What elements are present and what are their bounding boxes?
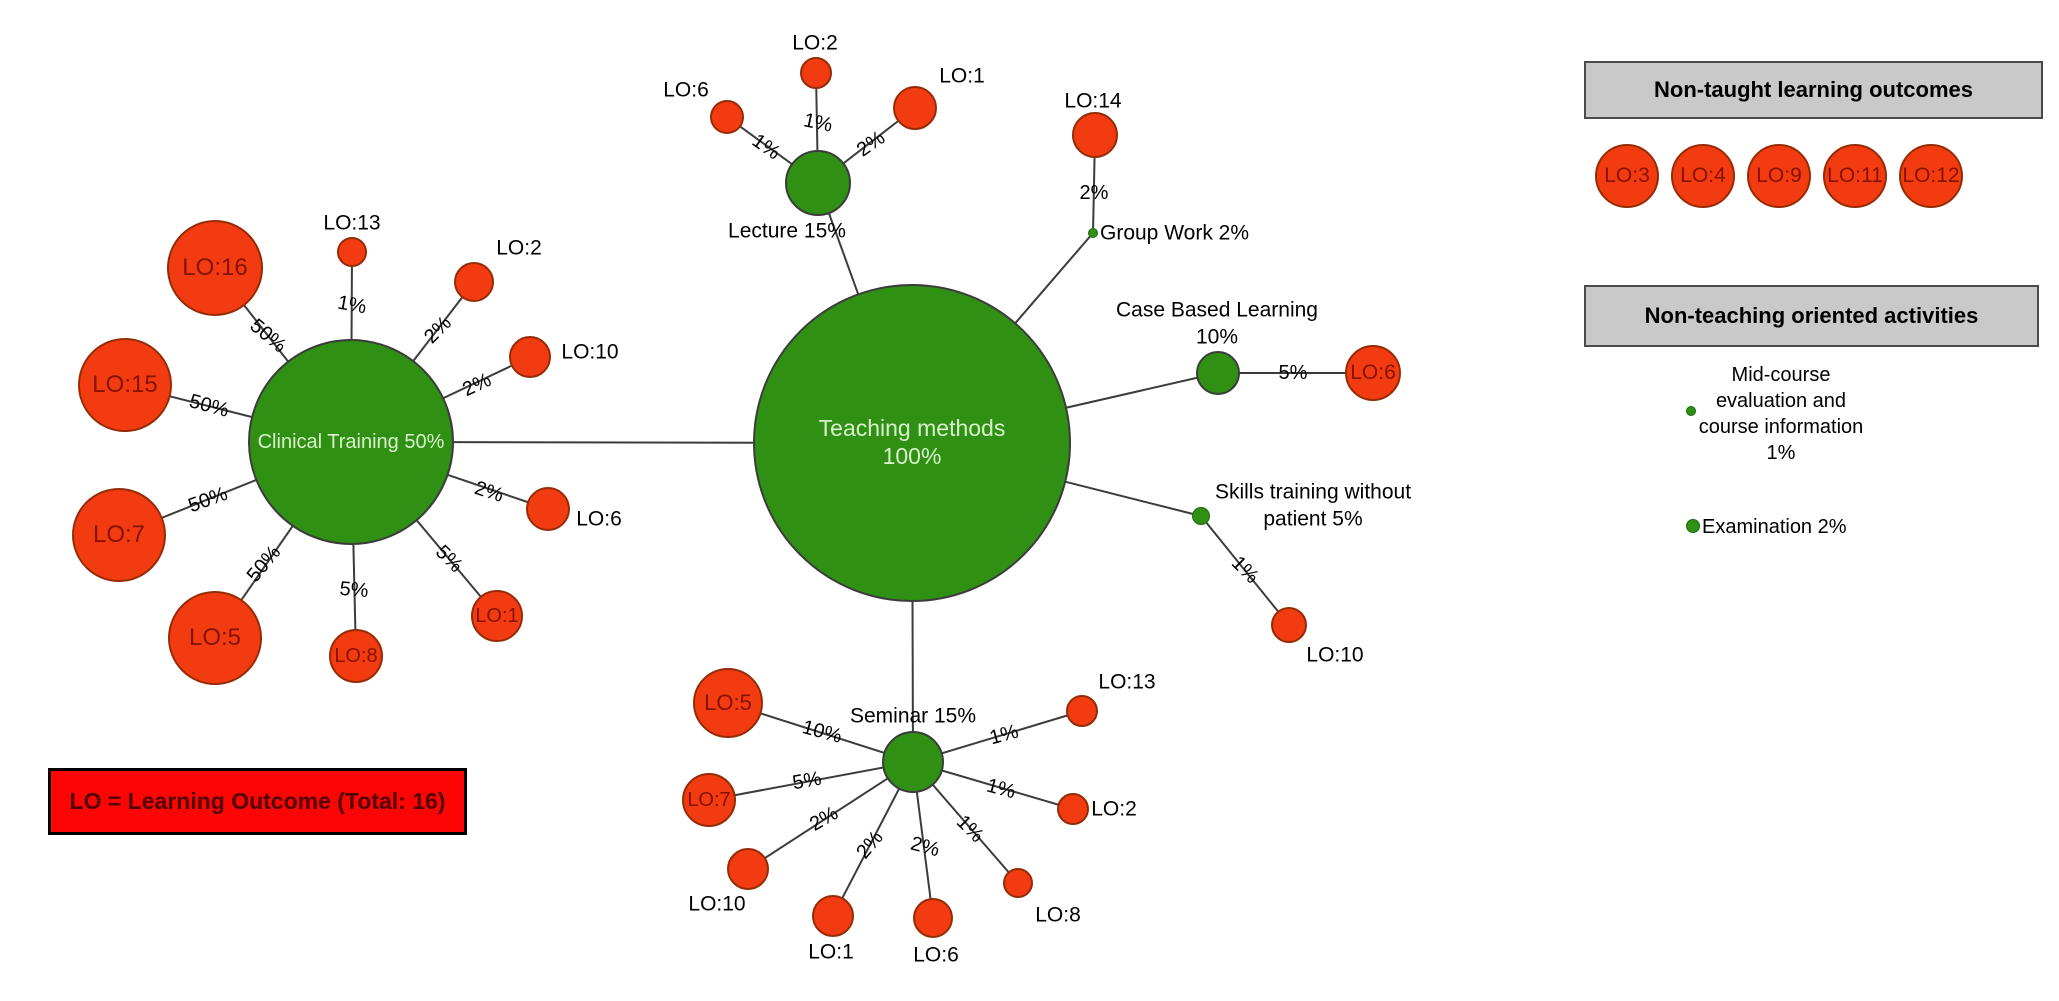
lo5-seminar-circle: LO:5 [693,668,763,738]
lo1-lecture-label: LO:1 [939,64,985,88]
lo2-seminar-circle [1057,793,1089,825]
lo2-lecture-circle [800,57,832,89]
lo7-seminar-pct: 5% [790,767,824,795]
lo5-clinical-inner-label: LO:5 [188,623,242,651]
legend-box: LO = Learning Outcome (Total: 16) [48,768,467,835]
case-based-learning-label: Case Based Learning 10% [1116,298,1318,349]
edge-skills-training-dot--lo10-skills [1200,515,1290,626]
lo3-nontaught-circle: LO:3 [1595,144,1659,208]
lo10-skills-circle [1271,607,1307,643]
midcourse-dot-circle [1686,406,1696,416]
lo11-nontaught-inner-label: LO:11 [1827,164,1883,188]
lo2-clinical-circle [454,262,494,302]
group-work-dot-circle [1088,228,1098,238]
skills-training-dot-circle [1192,507,1210,525]
lo14-groupwork-label: LO:14 [1064,89,1122,113]
lo14-groupwork-circle [1072,112,1118,158]
lo10-skills-label: LO:10 [1306,643,1364,667]
lo5-clinical-circle: LO:5 [168,591,262,685]
clinical-training-inner-label: Clinical Training 50% [257,431,445,453]
lo3-nontaught-inner-label: LO:3 [1604,164,1650,188]
lo13-seminar-circle [1066,695,1098,727]
teaching-methods-inner-label: Teaching methods 100% [818,415,1006,469]
lo7-clinical-inner-label: LO:7 [92,520,146,548]
case-based-learning-circle [1196,351,1240,395]
midcourse-label: Mid-course evaluation and course informa… [1698,364,1864,464]
lo6-lecture-label: LO:6 [663,78,709,102]
lo8-clinical-inner-label: LO:8 [334,645,378,667]
non-teaching-header: Non-teaching oriented activities [1584,285,2039,347]
lo6-cbl-pct: 5% [1278,362,1308,384]
lo7-seminar-inner-label: LO:7 [687,789,731,811]
lo16-clinical-inner-label: LO:16 [182,253,248,281]
lecture-label: Lecture 15% [728,219,846,243]
lo6-clinical-label: LO:6 [576,507,622,531]
lo15-clinical-inner-label: LO:15 [92,370,158,398]
lo9-nontaught-inner-label: LO:9 [1756,164,1802,188]
lo7-clinical-circle: LO:7 [72,488,166,582]
examination-label: Examination 2% [1702,516,1847,538]
lo10-seminar-label: LO:10 [688,892,746,916]
lo1-seminar-circle [812,895,854,937]
lo9-nontaught-circle: LO:9 [1747,144,1811,208]
lo8-clinical-pct: 5% [338,577,370,603]
lo2-lecture-label: LO:2 [792,31,838,55]
legend-text: LO = Learning Outcome (Total: 16) [69,788,446,814]
non-teaching-header-text: Non-teaching oriented activities [1644,303,1979,328]
lo2-seminar-label: LO:2 [1091,797,1137,821]
lo1-clinical-circle: LO:1 [471,590,523,642]
lo10-clinical-circle [509,336,551,378]
edge-seminar--lo10-seminar [747,761,914,870]
lo14-groupwork-pct: 2% [1079,182,1109,204]
lo8-seminar-label: LO:8 [1035,903,1081,927]
lo1-lecture-circle [893,86,937,130]
lo13-clinical-label: LO:13 [323,211,381,235]
examination-dot-circle [1686,519,1700,533]
non-taught-header-text: Non-taught learning outcomes [1654,77,1973,102]
lo1-seminar-label: LO:1 [808,940,854,964]
lo4-nontaught-inner-label: LO:4 [1680,164,1726,188]
lo12-nontaught-circle: LO:12 [1899,144,1963,208]
seminar-label: Seminar 15% [849,704,977,728]
lo6-clinical-circle [526,487,570,531]
lo6-seminar-label: LO:6 [913,943,959,967]
edge-seminar--lo7-seminar [708,761,914,801]
lo13-seminar-label: LO:13 [1098,670,1156,694]
lo15-clinical-circle: LO:15 [78,338,172,432]
clinical-training-circle: Clinical Training 50% [248,339,454,545]
teaching-methods-circle: Teaching methods 100% [753,284,1071,602]
lo8-clinical-circle: LO:8 [329,629,383,683]
lo11-nontaught-circle: LO:11 [1823,144,1887,208]
non-taught-header: Non-taught learning outcomes [1584,61,2043,119]
lo2-clinical-label: LO:2 [496,236,542,260]
lo8-seminar-circle [1003,868,1033,898]
lo6-lecture-circle [710,100,744,134]
lo6-seminar-circle [913,898,953,938]
lecture-circle [785,150,851,216]
skills-training-label: Skills training without patient 5% [1214,480,1412,531]
lo1-clinical-inner-label: LO:1 [475,605,519,627]
lo13-clinical-circle [337,237,367,267]
lo4-nontaught-circle: LO:4 [1671,144,1735,208]
lo16-clinical-circle: LO:16 [167,220,263,316]
lo10-clinical-label: LO:10 [561,340,619,364]
lo10-seminar-circle [727,848,769,890]
lo12-nontaught-inner-label: LO:12 [1902,164,1960,188]
group-work-label: Group Work 2% [1100,221,1249,245]
lo7-seminar-circle: LO:7 [682,773,736,827]
lo13-clinical-pct: 1% [335,291,369,319]
seminar-circle [882,731,944,793]
lo6-cbl-circle: LO:6 [1345,345,1401,401]
lo5-seminar-inner-label: LO:5 [704,689,752,715]
lo6-cbl-inner-label: LO:6 [1350,361,1396,385]
